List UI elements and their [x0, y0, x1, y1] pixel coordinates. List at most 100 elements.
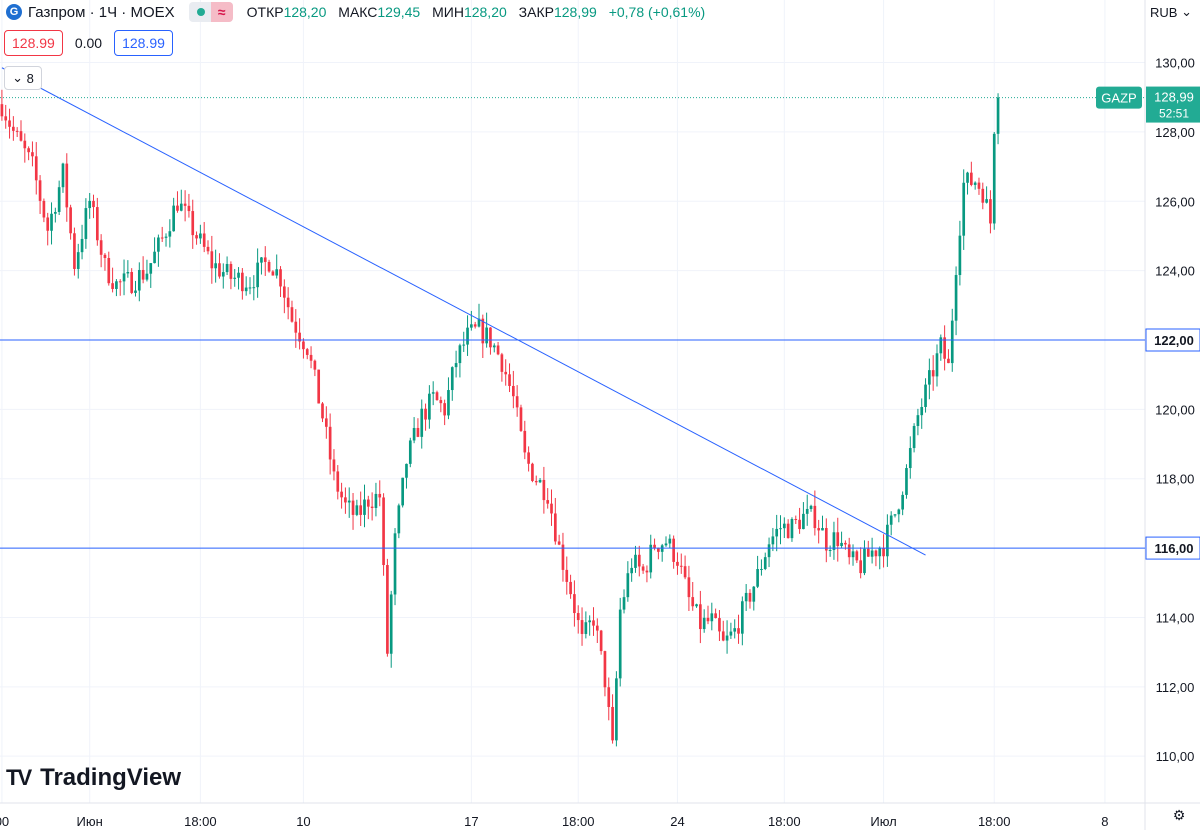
candle-body: [145, 273, 149, 280]
candle-body: [458, 345, 462, 364]
symbol-badge-label: GAZP: [1101, 91, 1136, 106]
candle-body: [588, 620, 592, 623]
candle-body: [157, 237, 160, 252]
candle-body: [718, 618, 721, 632]
candle-body: [122, 273, 126, 282]
market-open-dot-icon: [196, 8, 205, 16]
candle-body: [294, 321, 298, 333]
candle-body: [992, 133, 996, 224]
candle-body: [687, 577, 691, 598]
price-tick-label: 118,00: [1156, 472, 1195, 487]
price-tick-label: 126,00: [1155, 194, 1195, 209]
candle-body: [561, 544, 565, 570]
candle-body: [420, 408, 424, 437]
candle-body: [290, 307, 294, 322]
candle-body: [218, 263, 221, 277]
candle-body: [939, 337, 943, 354]
candle-body: [832, 532, 836, 551]
candle-body: [870, 550, 874, 557]
candle-body: [538, 479, 542, 483]
candle-body: [866, 548, 870, 557]
candle-body: [34, 156, 38, 181]
open-value: 128,20: [283, 4, 327, 20]
candle-body: [65, 163, 69, 208]
candle-body: [195, 235, 198, 239]
candle-body: [19, 131, 23, 141]
time-tick-label: 18:00: [768, 814, 801, 829]
candle-body: [863, 548, 866, 574]
candle-body: [691, 597, 695, 607]
candle-body: [305, 349, 309, 355]
candle-body: [309, 354, 313, 361]
candle-body: [275, 269, 279, 276]
candle-body: [840, 542, 843, 547]
candle-body: [966, 172, 969, 183]
level-price-badge: [1145, 328, 1200, 352]
candle-body: [550, 503, 553, 514]
candle-body: [191, 211, 195, 236]
candle-body: [0, 104, 4, 117]
symbol-title[interactable]: Газпром · 1Ч · MOEX: [28, 3, 175, 21]
candle-body: [794, 519, 798, 521]
candle-body: [389, 594, 393, 654]
candle-body: [164, 236, 168, 238]
candle-body: [836, 532, 840, 547]
candle-body: [347, 500, 351, 503]
candle-body: [481, 318, 485, 344]
candle-body: [260, 257, 263, 263]
close-value: 128,99: [553, 4, 597, 20]
candle-body: [366, 499, 370, 507]
candle-body: [580, 620, 584, 634]
candle-body: [256, 262, 259, 288]
candle-body: [374, 493, 378, 508]
candle-body: [424, 408, 427, 420]
candle-body: [179, 203, 183, 211]
market-status-pill[interactable]: ≈: [188, 2, 233, 22]
candle-body: [393, 533, 397, 595]
buy-button[interactable]: 128.99: [114, 30, 173, 56]
candle-body: [485, 327, 488, 344]
indicators-collapse-button[interactable]: ⌄ 8: [4, 66, 42, 90]
candle-body: [573, 594, 576, 614]
candle-body: [767, 544, 771, 558]
tradingview-logo[interactable]: TV TradingView: [6, 764, 181, 792]
candle-body: [531, 463, 534, 481]
candle-body: [141, 269, 145, 280]
time-tick-label: Июн: [77, 814, 103, 829]
candle-body: [431, 392, 435, 394]
candle-body: [733, 628, 737, 632]
candle-body: [664, 543, 668, 546]
spread-value: 0.00: [74, 35, 103, 51]
brand-name: TradingView: [40, 764, 182, 791]
candle-body: [912, 425, 916, 449]
currency-label: RUB: [1150, 4, 1178, 20]
candle-body: [149, 263, 153, 274]
candle-body: [622, 597, 626, 610]
candle-body: [332, 459, 336, 472]
candle-body: [462, 344, 466, 346]
candle-body: [828, 550, 832, 552]
candle-body: [637, 554, 641, 567]
wave-icon: ≈: [210, 2, 233, 22]
settings-gear-icon[interactable]: ⚙: [1172, 806, 1186, 823]
candle-body: [344, 497, 347, 503]
candle-body: [916, 415, 920, 426]
candle-body: [996, 97, 1000, 134]
candle-body: [137, 269, 141, 291]
ohlc-values: ОТКР128,20 МАКС129,45 МИН128,20 ЗАКР128,…: [247, 4, 714, 20]
candle-body: [27, 148, 30, 153]
sell-button[interactable]: 128.99: [4, 30, 63, 56]
level-price-label: 122,00: [1154, 333, 1194, 348]
candle-body: [8, 120, 11, 127]
candle-body: [225, 263, 229, 273]
candle-body: [31, 152, 34, 157]
candle-body: [989, 199, 992, 224]
candle-body: [657, 548, 660, 552]
candle-body: [229, 263, 233, 279]
candle-body: [321, 403, 324, 419]
time-tick-label: 24: [670, 814, 684, 829]
candle-body: [668, 538, 672, 544]
currency-selector[interactable]: RUB ⌄: [1150, 2, 1192, 22]
candle-body: [187, 205, 191, 212]
